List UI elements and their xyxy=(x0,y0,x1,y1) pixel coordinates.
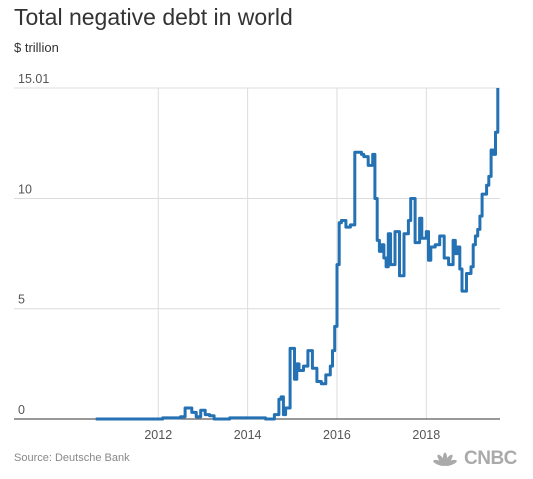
y-tick-label: 10 xyxy=(18,182,32,196)
y-axis-unit-label: $ trillion xyxy=(14,40,59,55)
chart-title: Total negative debt in world xyxy=(14,4,293,30)
x-tick-label: 2016 xyxy=(323,428,351,440)
cnbc-logo: CNBC xyxy=(430,448,517,470)
y-tick-label: 5 xyxy=(18,293,25,307)
peacock-icon xyxy=(433,452,457,466)
x-axis-ticks: 2012 2014 2016 2018 xyxy=(144,428,440,440)
x-tick-label: 2018 xyxy=(412,428,440,440)
x-tick-label: 2012 xyxy=(144,428,172,440)
negative-debt-series-line xyxy=(95,88,500,421)
y-tick-label: 0 xyxy=(18,403,25,417)
y-tick-label: 15.01 xyxy=(18,72,49,86)
source-note: Source: Deutsche Bank xyxy=(14,452,130,464)
y-axis-ticks: 0 5 10 15.01 xyxy=(18,72,49,417)
logo-text: CNBC xyxy=(464,448,517,469)
line-chart: 0 5 10 15.01 2012 2014 2016 2018 xyxy=(14,72,500,440)
grid-lines xyxy=(14,87,500,419)
x-tick-label: 2014 xyxy=(234,428,262,440)
